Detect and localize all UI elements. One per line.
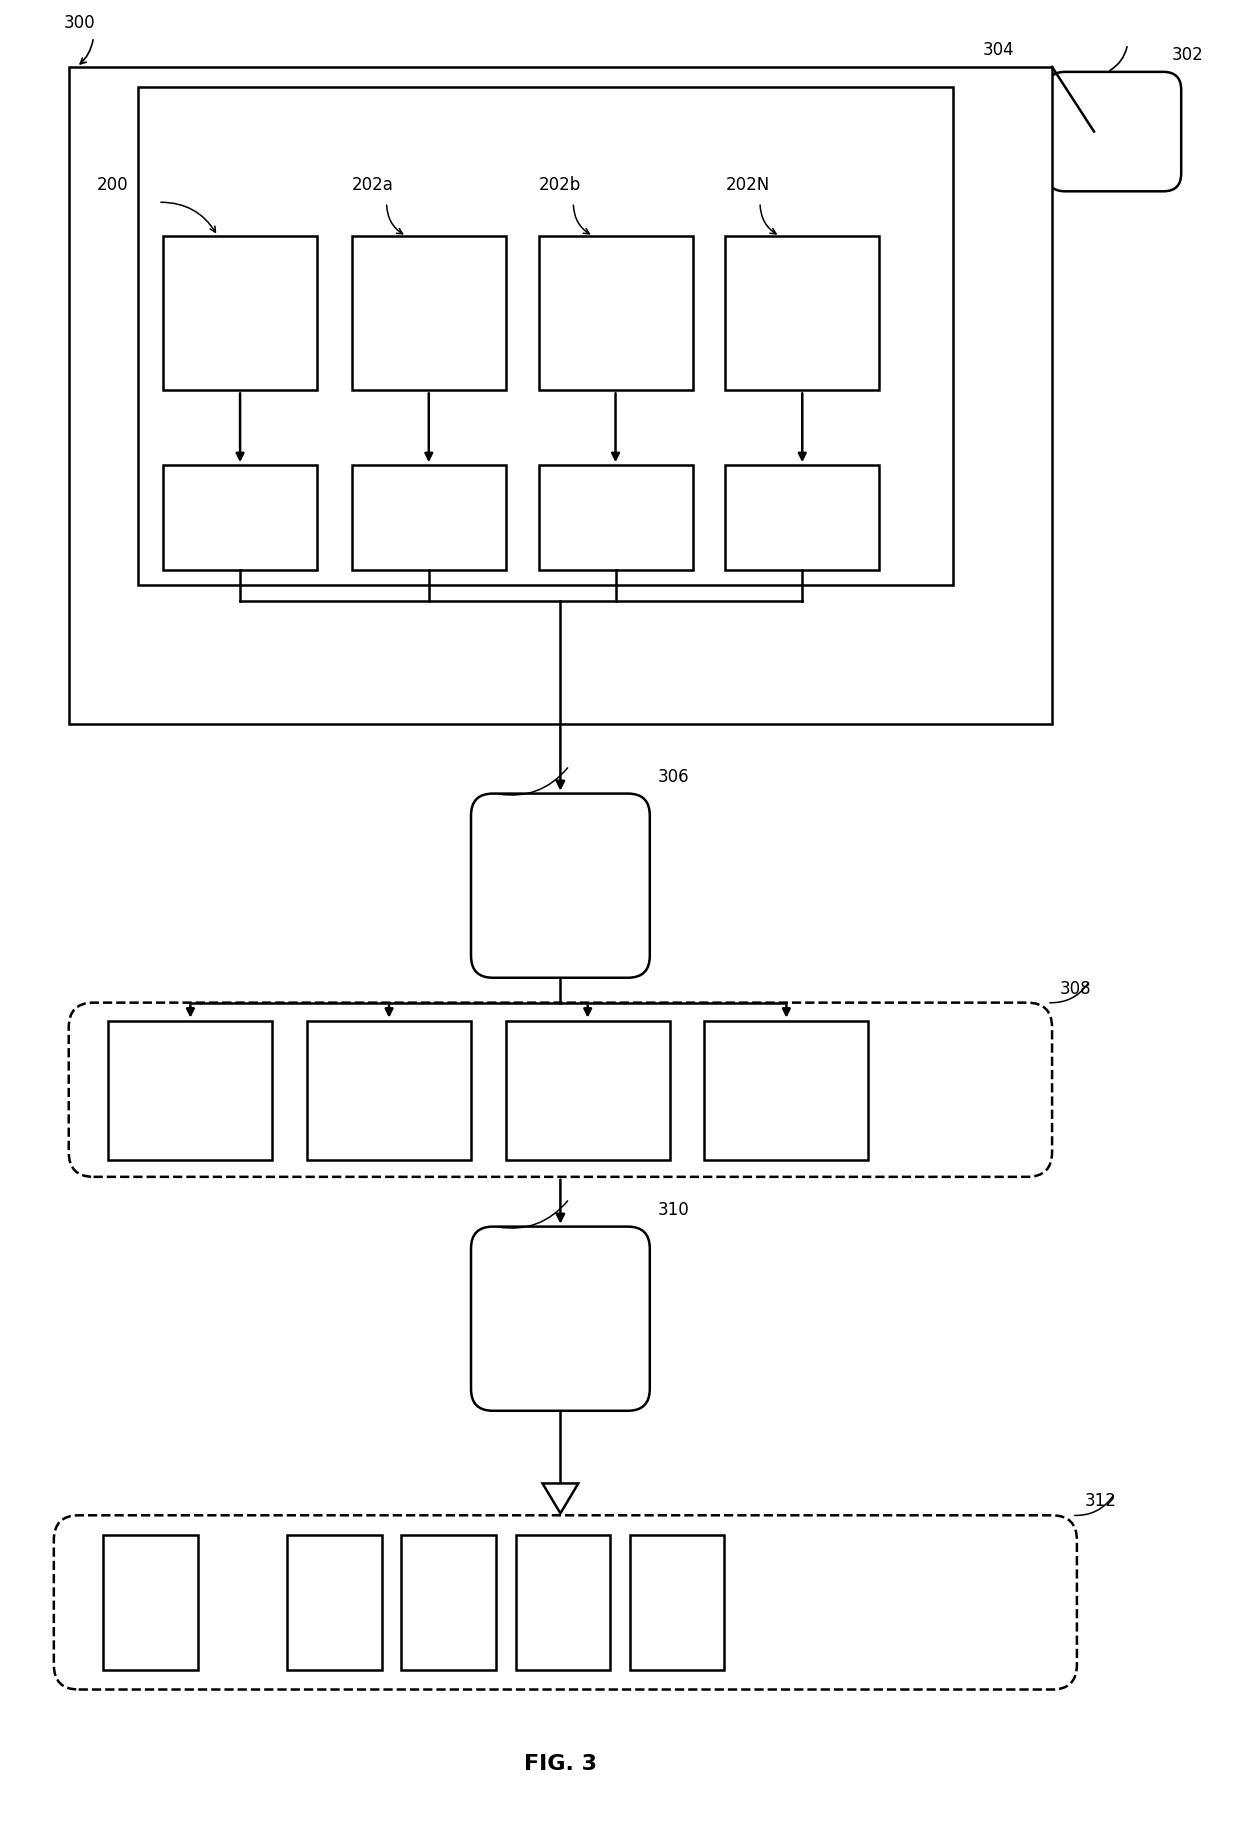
Bar <box>103 1535 198 1670</box>
Text: 308: 308 <box>1060 980 1091 997</box>
Bar <box>538 464 692 569</box>
Text: 302: 302 <box>1172 46 1203 65</box>
Text: 200: 200 <box>97 177 128 194</box>
Bar <box>308 1021 471 1159</box>
FancyBboxPatch shape <box>471 1227 650 1410</box>
FancyBboxPatch shape <box>68 1003 1052 1178</box>
Bar <box>164 236 317 391</box>
Text: 202b: 202b <box>538 177 580 194</box>
Bar <box>725 464 879 569</box>
Bar <box>538 236 692 391</box>
Bar <box>516 1535 610 1670</box>
Bar <box>704 1021 868 1159</box>
Bar <box>352 464 506 569</box>
Text: 306: 306 <box>657 769 689 785</box>
Text: 202a: 202a <box>352 177 393 194</box>
Text: 310: 310 <box>657 1200 689 1218</box>
Bar <box>725 236 879 391</box>
Bar <box>288 1535 382 1670</box>
FancyBboxPatch shape <box>53 1515 1076 1690</box>
Text: 202N: 202N <box>725 177 770 194</box>
Polygon shape <box>543 1484 578 1513</box>
FancyBboxPatch shape <box>1047 72 1182 192</box>
Bar <box>402 1535 496 1670</box>
Text: 304: 304 <box>982 41 1014 59</box>
Bar <box>506 1021 670 1159</box>
Bar <box>352 236 506 391</box>
Bar <box>138 87 952 584</box>
Text: FIG. 3: FIG. 3 <box>525 1755 596 1775</box>
Bar <box>68 66 1052 724</box>
Bar <box>164 464 317 569</box>
Bar <box>630 1535 724 1670</box>
Bar <box>108 1021 273 1159</box>
Text: 300: 300 <box>63 15 95 31</box>
FancyBboxPatch shape <box>471 794 650 979</box>
Text: 312: 312 <box>1085 1493 1117 1509</box>
